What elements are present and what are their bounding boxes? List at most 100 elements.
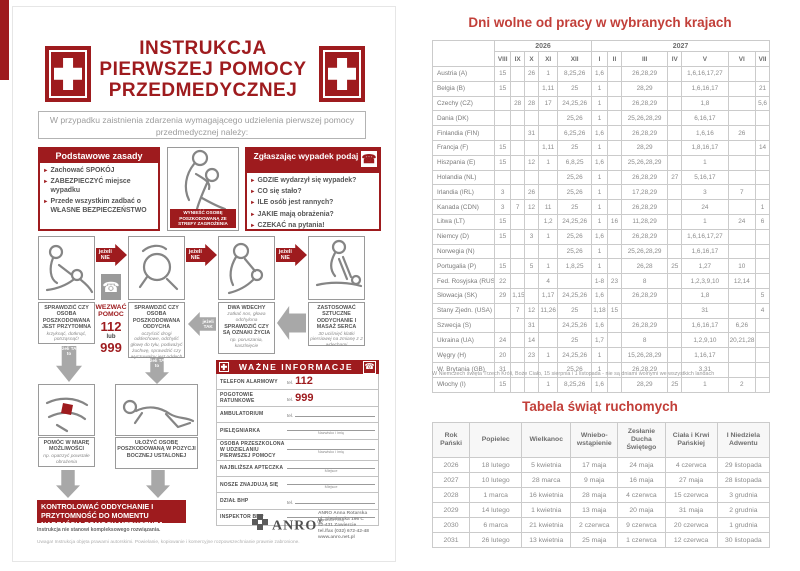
feast-date-cell: 3 grudnia <box>716 487 771 503</box>
holiday-cell: 1,2 <box>537 213 559 230</box>
feast-date-cell: 26 lutego <box>469 532 523 548</box>
holiday-cell <box>620 302 669 319</box>
caption-title: SPRAWDZIĆ CZY OSOBA POSZKODOWANA JEST PR… <box>41 305 92 331</box>
holiday-cell: 11,26 <box>537 302 559 319</box>
holidays-yeargroup-row: 2026 2027 <box>431 40 771 67</box>
holiday-cell <box>667 199 683 215</box>
feast-date-cell: 1 grudnia <box>716 517 771 533</box>
holiday-cell <box>667 110 683 127</box>
feasts-body: 2026 18 lutego 5 kwietnia 17 maja 24 maja 4 c… <box>431 457 771 548</box>
info-value-area: Nazwisko i imię <box>287 512 375 523</box>
holiday-cell: 15 <box>494 66 512 82</box>
holiday-cell <box>510 376 526 393</box>
important-info-title: WAŻNE INFORMACJE <box>238 362 354 372</box>
year-cell: 2031 <box>431 532 471 548</box>
holiday-cell: 12 <box>524 302 539 319</box>
feast-date-cell: 1 czerwca <box>617 532 666 548</box>
holiday-cell: 25,26 <box>557 228 592 245</box>
fill-in-blank <box>295 498 375 504</box>
two-breaths-caption: DWA WDECHY zatkać nos, głowa odchylona S… <box>218 302 275 354</box>
holiday-cell <box>494 95 512 112</box>
info-label: INSPEKTOR BHP <box>220 514 264 521</box>
holiday-cell: 26 <box>727 125 757 141</box>
holiday-cell: 23 <box>607 273 622 289</box>
holiday-cell <box>607 376 622 393</box>
feast-date-cell: 1 kwietnia <box>521 502 572 518</box>
holiday-cell: 1 <box>681 213 729 230</box>
feast-date-cell: 15 czerwca <box>664 487 718 503</box>
holiday-row: Szwecja (S) 31 24,25,26 1,6 26,28,29 1,6,16,1… <box>431 317 770 334</box>
if-no-arrow: jeżeli NIE <box>96 244 127 266</box>
holiday-cell <box>510 169 526 186</box>
holidays-body: Austria (A) 15 26 1 8,25,26 1,6 26,28,29 1,6,16… <box>431 66 770 393</box>
report-question: ► JAKIE mają obrażenia? <box>250 211 377 220</box>
holiday-cell <box>607 139 622 156</box>
feast-row: 2028 1 marca 16 kwietnia 28 maja 4 czerwca 15… <box>431 487 771 503</box>
holiday-cell <box>607 125 622 141</box>
fill-in-blank <box>295 411 375 417</box>
poster-title-line: INSTRUKCJA <box>139 38 267 59</box>
bullet-arrow-icon: ► <box>250 189 256 196</box>
feast-date-cell: 25 maja <box>570 532 619 548</box>
year-group-header: 2026 <box>494 40 592 52</box>
bandage-drawing <box>45 397 89 433</box>
holiday-cell: 25 <box>667 376 683 393</box>
report-question: ► CO się stało? <box>250 188 377 197</box>
tel-prefix-label: tel. <box>287 412 294 418</box>
holiday-cell: 6 <box>755 213 770 230</box>
holiday-cell: 26,28,29 <box>620 199 669 215</box>
holiday-cell <box>607 243 622 260</box>
tel-prefix-label: tel. <box>287 499 294 505</box>
bullet-arrow-icon: ► <box>250 211 256 218</box>
fill-in-blank: Nazwisko i imię <box>287 512 375 523</box>
holiday-cell: 28,29 <box>620 80 669 97</box>
holiday-cell: 3 <box>494 184 512 201</box>
holiday-cell <box>667 332 683 349</box>
holiday-row: Włochy (I) 15 1 8,25,26 1,6 28,29 25 1 2 <box>431 376 770 393</box>
holiday-cell: 15 <box>494 80 512 97</box>
holiday-row: W. Brytania (GB) 31 25,26 1 26,28,29 3,31 <box>431 361 770 378</box>
info-label: POGOTOWIE RATUNKOWE <box>220 392 255 405</box>
bullet-arrow-icon: ► <box>250 178 256 184</box>
feast-date-cell: 24 maja <box>617 457 666 473</box>
feast-date-cell: 2 grudnia <box>716 502 771 518</box>
feast-date-cell: 9 czerwca <box>617 517 666 533</box>
holiday-cell: 1,2,9,10 <box>681 332 729 349</box>
holiday-cell <box>755 169 770 186</box>
holiday-cell <box>607 154 622 171</box>
feast-date-cell: 4 czerwca <box>664 457 718 473</box>
holiday-cell: 20 <box>494 347 512 363</box>
holiday-cell <box>667 139 683 156</box>
holiday-cell <box>727 139 757 156</box>
holiday-cell: 26 <box>524 66 539 82</box>
holiday-cell: 7 <box>727 184 757 201</box>
check-consciousness-drawing <box>45 244 94 294</box>
report-question-label: GDZIE wydarzył się wypadek? <box>257 177 357 184</box>
holiday-cell: 20,21,28 <box>727 332 757 349</box>
report-accident-panel: Zgłaszając wypadek podaj ☎ ► GDZIE wydarz… <box>245 147 381 231</box>
holiday-row: Kanada (CDN) 3 7 12 11 25 1 26,28,29 24 1 <box>431 199 770 215</box>
holiday-cell <box>510 184 526 201</box>
holiday-cell <box>607 66 622 82</box>
call-help-label: WEZWAĆ POMOC <box>95 304 127 319</box>
holiday-cell: 24,25,26 <box>557 95 592 112</box>
holiday-row: Finlandia (FIN) 31 6,25,26 1,6 26,28,29 1,6,1… <box>431 125 770 141</box>
holiday-cell <box>727 302 757 319</box>
blank-line <box>295 415 375 417</box>
holiday-cell: 1 <box>537 154 559 171</box>
cross-icon <box>219 362 229 372</box>
year-cell: 2026 <box>431 457 471 473</box>
holiday-cell <box>755 347 770 363</box>
holiday-cell: 25,26,28,29 <box>620 243 669 260</box>
holiday-cell: 25,26 <box>557 243 592 260</box>
holiday-cell: 28,29 <box>620 139 669 156</box>
holiday-cell: 26,28,29 <box>620 287 669 304</box>
feast-date-cell: 27 maja <box>664 472 718 488</box>
feast-date-cell: 16 maja <box>617 472 666 488</box>
holiday-cell: 15 <box>494 154 512 171</box>
blank-line <box>295 502 375 504</box>
holiday-cell <box>607 317 622 334</box>
brand-address-line: ul. Siewierska 196 C <box>318 516 364 522</box>
holiday-cell <box>667 125 683 141</box>
bandage-figure <box>38 384 95 436</box>
